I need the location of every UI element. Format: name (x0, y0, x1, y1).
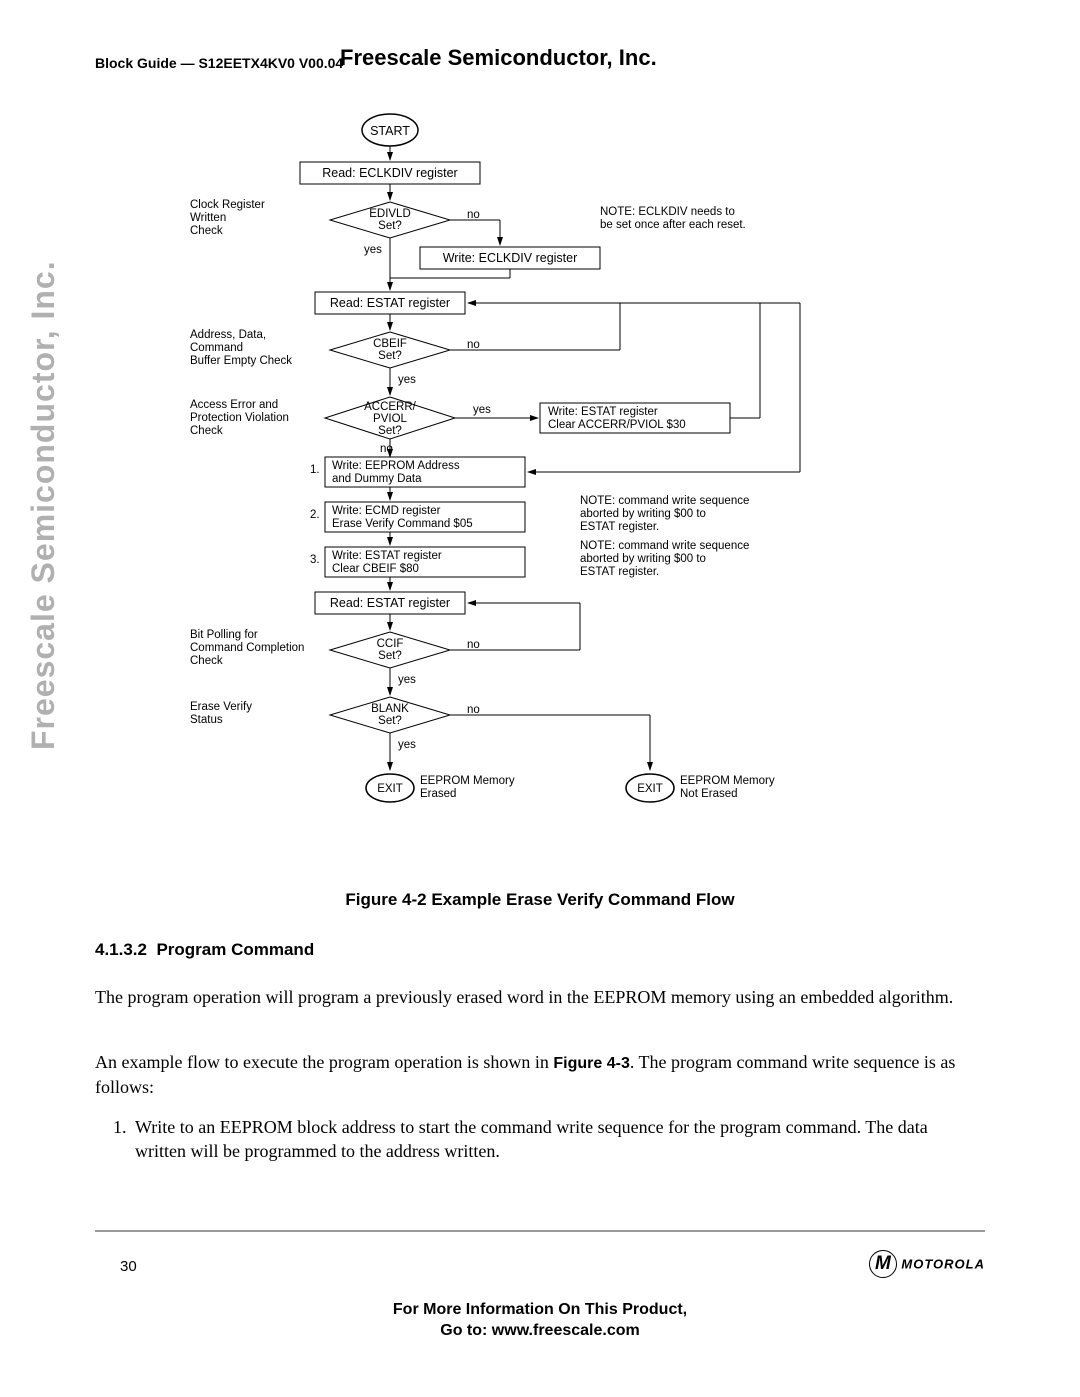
footer-info: For More Information On This Product, Go… (0, 1300, 1080, 1342)
page: Block Guide — S12EETX4KV0 V00.04 Freesca… (0, 0, 1080, 1397)
section-heading: 4.1.3.2 Program Command (95, 940, 314, 960)
cbeif-yes: yes (398, 374, 416, 386)
clear-accerr-1: Write: ESTAT register (548, 406, 658, 418)
step1-l1: Write: EEPROM Address (332, 460, 460, 472)
accerr-yes: yes (473, 404, 491, 416)
ccif-top: CCIF (377, 638, 404, 650)
note3-l2: aborted by writing $00 to (580, 553, 706, 565)
cbeif-top: CBEIF (373, 338, 407, 350)
node-edivld-top: EDIVLD (369, 208, 411, 220)
blank-yes: yes (398, 739, 416, 751)
footer-line2: Go to: www.freescale.com (440, 1322, 639, 1339)
node-read-estat1: Read: ESTAT register (330, 296, 450, 310)
note3-l1: NOTE: command write sequence (580, 540, 749, 552)
node-read-eclkdiv: Read: ECLKDIV register (322, 166, 457, 180)
step3-num: 3. (310, 554, 320, 566)
label-bitpoll-2: Command Completion (190, 642, 304, 654)
node-read-estat2: Read: ESTAT register (330, 596, 450, 610)
label-accerr-1: Access Error and (190, 399, 278, 411)
label-accerr-2: Protection Violation (190, 412, 289, 424)
exit2-label: EXIT (637, 783, 663, 795)
blank-no: no (467, 704, 480, 716)
footer-line1: For More Information On This Product, (393, 1301, 687, 1318)
note2-l1: NOTE: command write sequence (580, 495, 749, 507)
ordered-list-item-1: 1. Write to an EEPROM block address to s… (135, 1115, 975, 1164)
side-watermark: Freescale Semiconductor, Inc. (25, 260, 62, 750)
exit1-label: EXIT (377, 783, 403, 795)
accerr-no: no (380, 443, 393, 455)
label-bitpoll-3: Check (190, 655, 223, 667)
header-company: Freescale Semiconductor, Inc. (340, 45, 657, 71)
note3-l3: ESTAT register. (580, 566, 659, 578)
para2-pre: An example flow to execute the program o… (95, 1052, 553, 1072)
exit2-cap1: EEPROM Memory (680, 775, 775, 787)
node-edivld-bot: Set? (378, 220, 402, 232)
label-bitpoll-1: Bit Polling for (190, 629, 258, 641)
edivld-no: no (467, 209, 480, 221)
node-write-eclkdiv: Write: ECLKDIV register (443, 251, 578, 265)
cbeif-bot: Set? (378, 350, 402, 362)
paragraph-2: An example flow to execute the program o… (95, 1050, 985, 1099)
accerr-mid: PVIOL (373, 413, 407, 425)
label-clock-reg-1: Clock Register (190, 199, 265, 211)
exit2-cap2: Not Erased (680, 788, 738, 800)
section-title: Program Command (156, 940, 314, 959)
para2-figure-ref: Figure 4-3 (553, 1055, 629, 1072)
cbeif-no: no (467, 339, 480, 351)
label-addr-1: Address, Data, (190, 329, 266, 341)
ccif-bot: Set? (378, 650, 402, 662)
step3-l2: Clear CBEIF $80 (332, 563, 419, 575)
label-ev-1: Erase Verify (190, 701, 252, 713)
note2-l2: aborted by writing $00 to (580, 508, 706, 520)
ccif-no: no (467, 639, 480, 651)
paragraph-1: The program operation will program a pre… (95, 985, 985, 1009)
logo-text: MOTOROLA (901, 1257, 985, 1272)
label-accerr-3: Check (190, 425, 223, 437)
edivld-yes: yes (364, 244, 382, 256)
step3-l1: Write: ESTAT register (332, 550, 442, 562)
note1-l1: NOTE: ECLKDIV needs to (600, 206, 735, 218)
step2-l1: Write: ECMD register (332, 505, 441, 517)
logo-m-icon: M (869, 1250, 897, 1278)
ccif-yes: yes (398, 674, 416, 686)
label-clock-reg-3: Check (190, 225, 223, 237)
step1-l2: and Dummy Data (332, 473, 422, 485)
list-text: Write to an EEPROM block address to star… (135, 1117, 928, 1161)
page-number: 30 (120, 1258, 137, 1275)
step1-num: 1. (310, 464, 320, 476)
list-number: 1. (113, 1115, 127, 1139)
flowchart-diagram: START Read: ECLKDIV register Clock Regis… (180, 110, 950, 870)
section-number: 4.1.3.2 (95, 940, 147, 959)
note1-l2: be set once after each reset. (600, 219, 746, 231)
label-clock-reg-2: Written (190, 212, 226, 224)
blank-top: BLANK (371, 703, 409, 715)
step2-l2: Erase Verify Command $05 (332, 518, 473, 530)
accerr-bot: Set? (378, 425, 402, 437)
node-start: START (370, 124, 410, 138)
label-addr-2: Command (190, 342, 243, 354)
step2-num: 2. (310, 509, 320, 521)
exit1-cap1: EEPROM Memory (420, 775, 515, 787)
exit1-cap2: Erased (420, 788, 456, 800)
accerr-top: ACCERR/ (364, 401, 417, 413)
header-block-guide: Block Guide — S12EETX4KV0 V00.04 (95, 55, 343, 71)
label-addr-3: Buffer Empty Check (190, 355, 292, 367)
blank-bot: Set? (378, 715, 402, 727)
label-ev-2: Status (190, 714, 223, 726)
note2-l3: ESTAT register. (580, 521, 659, 533)
clear-accerr-2: Clear ACCERR/PVIOL $30 (548, 419, 686, 431)
figure-caption: Figure 4-2 Example Erase Verify Command … (0, 890, 1080, 910)
motorola-logo: M MOTOROLA (869, 1250, 985, 1278)
footer-rule (95, 1230, 985, 1232)
